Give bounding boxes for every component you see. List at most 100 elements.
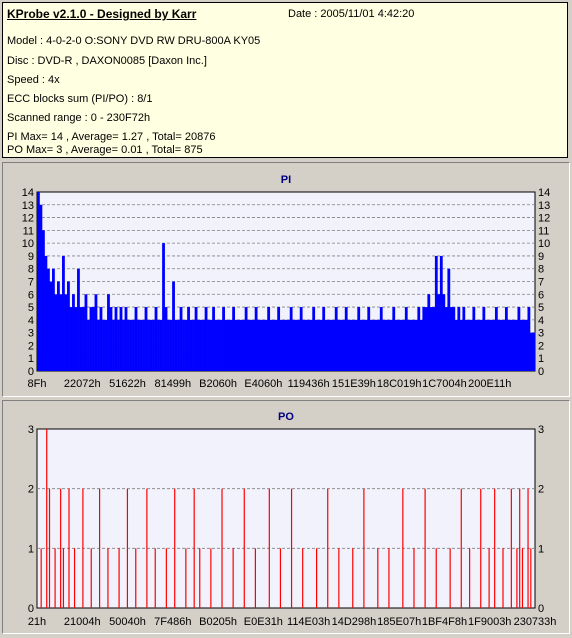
pi-chart-panel: PI 0 0 1 1 2 2 3 3 4 4 5 5 6 6 7 7 8 8 9 9 10 10 11 11 12 12 13 13 14… bbox=[2, 162, 570, 397]
po-chart: PO 0 0 1 1 2 2 3 3 21h 21004h 50040h 7F486h B0205h E0E… bbox=[28, 411, 557, 628]
pi-bar bbox=[274, 319, 278, 371]
pi-ytick-left: 7 bbox=[28, 277, 34, 289]
pi-bar bbox=[54, 294, 58, 371]
pi-ytick-left: 4 bbox=[28, 315, 34, 327]
pi-bar bbox=[167, 319, 170, 371]
po-ytick-right: 0 bbox=[538, 603, 544, 615]
pi-ytick-left: 11 bbox=[23, 225, 34, 237]
pi-bar bbox=[269, 319, 273, 371]
pi-bar bbox=[249, 319, 253, 371]
info-panel: KProbe v2.1.0 - Designed by Karr Date : … bbox=[2, 2, 568, 158]
pi-ytick-left: 6 bbox=[28, 289, 34, 301]
pi-bar bbox=[342, 319, 346, 371]
pi-xtick: B2060h bbox=[199, 378, 237, 390]
pi-bar bbox=[179, 307, 183, 371]
pi-bar bbox=[367, 307, 371, 371]
pi-bar bbox=[297, 319, 301, 371]
pi-bar bbox=[384, 319, 388, 371]
info-ecc: ECC blocks sum (PI/PO) : 8/1 bbox=[7, 93, 153, 105]
pi-bar bbox=[262, 319, 266, 371]
po-xtick: 7F486h bbox=[154, 616, 191, 628]
pi-bar bbox=[419, 319, 423, 371]
po-ytick-right: 1 bbox=[538, 543, 544, 555]
pi-bar bbox=[449, 307, 453, 371]
pi-chart-title: PI bbox=[281, 174, 291, 186]
pi-bar bbox=[232, 307, 235, 371]
pi-bar bbox=[234, 319, 238, 371]
pi-bar bbox=[304, 319, 308, 371]
pi-bar bbox=[374, 319, 378, 371]
pi-bar bbox=[307, 319, 311, 371]
pi-bar bbox=[327, 319, 331, 371]
pi-bar bbox=[397, 319, 401, 371]
pi-bar bbox=[204, 307, 208, 371]
pi-bar bbox=[439, 255, 443, 371]
pi-bar bbox=[422, 307, 426, 371]
po-xtick: 230733h bbox=[514, 616, 557, 628]
pi-bar bbox=[309, 319, 313, 371]
pi-bar bbox=[437, 294, 441, 371]
pi-bar bbox=[507, 319, 511, 371]
pi-bar bbox=[184, 319, 188, 371]
pi-bar bbox=[267, 307, 271, 371]
pi-bar bbox=[427, 294, 431, 371]
pi-bar bbox=[152, 319, 155, 371]
pi-bar bbox=[357, 307, 361, 371]
pi-ytick-right: 4 bbox=[538, 315, 544, 327]
pi-bar bbox=[464, 319, 468, 371]
info-po: PO Max= 3 , Average= 0.01 , Total= 875 bbox=[7, 144, 203, 156]
pi-ytick-left: 5 bbox=[28, 302, 34, 314]
pi-ytick-right: 11 bbox=[538, 225, 549, 237]
pi-bar bbox=[79, 307, 83, 371]
pi-bar bbox=[137, 319, 140, 371]
pi-bar bbox=[354, 319, 358, 371]
pi-bar bbox=[277, 307, 281, 371]
po-xtick: 1F9003h bbox=[468, 616, 511, 628]
pi-ytick-left: 10 bbox=[22, 238, 34, 250]
pi-bar bbox=[407, 319, 411, 371]
pi-bar bbox=[209, 319, 213, 371]
pi-bar bbox=[302, 319, 306, 371]
pi-bar bbox=[349, 319, 353, 371]
po-ytick-left: 2 bbox=[28, 484, 34, 496]
pi-bar bbox=[224, 319, 228, 371]
pi-bar bbox=[392, 307, 396, 371]
pi-bar bbox=[467, 319, 471, 371]
pi-bar bbox=[214, 319, 218, 371]
pi-bar bbox=[394, 319, 398, 371]
pi-bar bbox=[67, 281, 70, 371]
po-xtick: B0205h bbox=[199, 616, 237, 628]
pi-bar bbox=[199, 319, 203, 371]
pi-ytick-left: 9 bbox=[28, 251, 34, 263]
pi-bar bbox=[107, 294, 110, 371]
pi-bar bbox=[282, 319, 286, 371]
pi-bar bbox=[322, 307, 326, 371]
pi-bar bbox=[512, 319, 516, 371]
pi-bar bbox=[517, 307, 521, 371]
pi-bar bbox=[37, 192, 40, 371]
pi-bar bbox=[237, 319, 241, 371]
info-range: Scanned range : 0 - 230F72h bbox=[7, 112, 151, 124]
pi-bar bbox=[347, 319, 351, 371]
po-xtick: 114E03h bbox=[287, 616, 330, 628]
pi-bar bbox=[187, 307, 190, 371]
pi-bar bbox=[119, 307, 123, 371]
pi-bar bbox=[229, 319, 233, 371]
pi-bar bbox=[72, 294, 75, 371]
po-ytick-right: 2 bbox=[538, 484, 544, 496]
pi-bar bbox=[194, 307, 198, 371]
pi-ytick-right: 7 bbox=[538, 277, 544, 289]
po-ytick-left: 1 bbox=[28, 543, 34, 555]
pi-bar bbox=[177, 319, 180, 371]
pi-bar bbox=[312, 307, 316, 371]
pi-bar bbox=[472, 307, 476, 371]
pi-xtick: 22072h bbox=[64, 378, 101, 390]
pi-bar bbox=[484, 319, 488, 371]
pi-bar bbox=[69, 307, 73, 371]
pi-bar bbox=[292, 319, 296, 371]
app-title: KProbe v2.1.0 - Designed by Karr bbox=[7, 7, 197, 21]
pi-bar bbox=[122, 319, 125, 371]
pi-bar bbox=[47, 268, 50, 371]
pi-bar bbox=[462, 307, 466, 371]
pi-ytick-right: 12 bbox=[538, 213, 550, 225]
